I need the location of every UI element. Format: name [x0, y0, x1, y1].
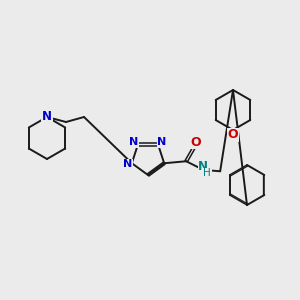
Text: O: O — [191, 136, 202, 149]
Text: N: N — [129, 137, 139, 147]
Text: N: N — [42, 110, 52, 123]
Text: N: N — [198, 160, 208, 173]
Text: O: O — [228, 128, 238, 142]
Text: N: N — [123, 159, 133, 169]
Text: H: H — [203, 168, 211, 178]
Text: N: N — [158, 137, 166, 147]
